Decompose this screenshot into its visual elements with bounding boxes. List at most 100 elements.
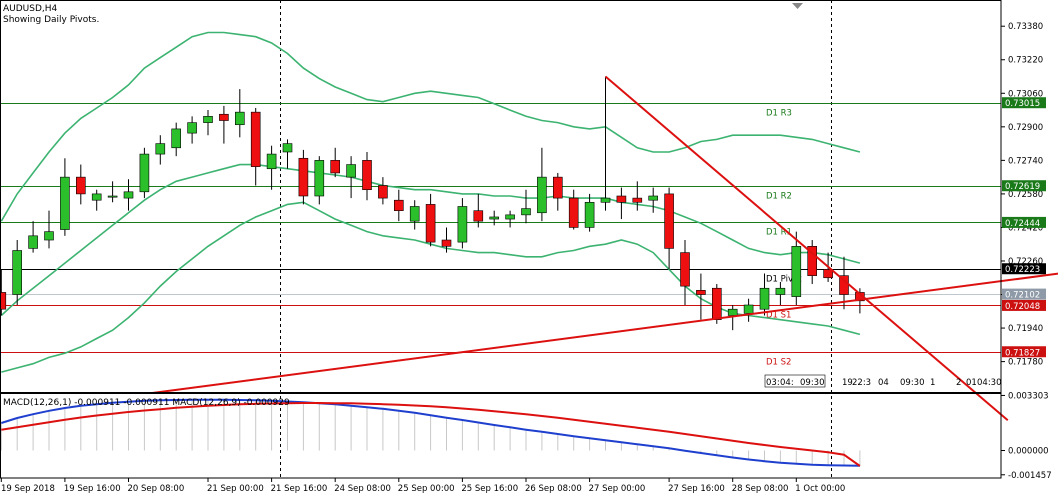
candle	[107, 181, 118, 203]
candle-body	[123, 191, 134, 199]
time-axis-label: 21 Sep 16:00	[271, 484, 328, 494]
candle	[298, 149, 309, 205]
price-tag-d1-r1-box	[1002, 216, 1046, 228]
candle	[521, 189, 531, 224]
candle-body	[298, 157, 309, 197]
time-axis-label: 28 Sep 08:00	[732, 484, 789, 494]
shift-marker-icon[interactable]	[792, 3, 803, 9]
time-axis-label: 20 Sep 08:00	[128, 484, 185, 494]
candle-body	[266, 153, 277, 170]
time-marker-label: 19	[842, 378, 853, 388]
price-tag-d1-r3-box	[1002, 97, 1046, 109]
candle-body	[203, 116, 213, 123]
price-axis-label: 0.72260	[1008, 257, 1043, 267]
macd-panel	[0, 398, 861, 467]
price-axis-label: 0.71780	[1008, 358, 1043, 368]
candle	[314, 156, 325, 205]
candle	[711, 284, 722, 324]
price-tags: 0.73015 0.72619 0.72444 0.72223 0.72048 0.718…	[1002, 97, 1046, 358]
candle	[28, 221, 38, 253]
candle	[346, 156, 356, 199]
candle	[664, 187, 674, 270]
candle	[680, 240, 690, 306]
plot-border	[0, 0, 1002, 479]
candle	[139, 147, 150, 199]
candle-body	[696, 290, 706, 295]
time-marker-label: 1	[930, 378, 935, 388]
price-tag-d1-r1: 0.72444	[1005, 219, 1040, 229]
time-marker-label: 03:	[766, 378, 780, 388]
time-markers: 03: 04: 09:30 19 22:3 04 09:30 1 2 01 04:30	[764, 374, 1002, 388]
candle-body	[584, 201, 595, 228]
candle-body	[139, 153, 150, 193]
candle	[60, 158, 70, 236]
candle	[759, 273, 770, 316]
price-tag-d1-s2: 0.71827	[1005, 348, 1040, 358]
candle	[441, 227, 452, 253]
candle-body	[823, 269, 833, 279]
candle	[76, 164, 86, 205]
candle	[44, 210, 54, 249]
candle-body	[521, 208, 531, 216]
price-tag-current-box	[1002, 288, 1046, 300]
candle-body	[505, 214, 515, 220]
time-axis-label: 21 Sep 00:00	[207, 484, 264, 494]
candle-body	[0, 292, 7, 310]
candle-body	[107, 195, 118, 198]
candle-body	[775, 287, 786, 295]
candle-body	[807, 246, 818, 276]
price-tag-d1-r2: 0.72619	[1005, 182, 1040, 192]
time-axis-label: 27 Sep 00:00	[589, 484, 646, 494]
macd-axis-label: 0.003303	[1008, 391, 1049, 401]
macd-axis-label: -0.001457	[1008, 471, 1052, 481]
candle	[457, 198, 468, 249]
candle	[727, 305, 738, 331]
candle-body	[568, 197, 579, 228]
candle-body	[489, 216, 500, 220]
time-marker-label: 04:	[780, 378, 794, 388]
candle	[807, 240, 818, 285]
price-axis-label: 0.72580	[1008, 190, 1043, 200]
candle	[648, 187, 659, 213]
candle-body	[616, 195, 627, 203]
candle-body	[393, 199, 404, 211]
candle-body	[91, 193, 102, 201]
candle	[489, 210, 500, 226]
pivot-label-d1-r1: D1 R1	[766, 228, 792, 238]
macd-signal-line	[1, 402, 861, 467]
price-tag-d1-r2-box	[1002, 180, 1046, 192]
candle	[187, 116, 197, 144]
candle-body	[171, 128, 181, 149]
candle	[362, 151, 372, 201]
candle-body	[600, 197, 611, 203]
candle-body	[727, 308, 738, 316]
candle	[552, 172, 563, 211]
candle-body	[409, 206, 420, 222]
candlesticks	[0, 76, 865, 331]
candle	[0, 269, 7, 316]
chart-frame	[0, 0, 1002, 479]
candle-body	[155, 143, 166, 155]
candle	[775, 281, 786, 306]
candle	[123, 179, 134, 211]
candle-body	[219, 113, 229, 121]
candle-body	[441, 239, 452, 247]
separator-lines	[280, 0, 832, 478]
candle-body	[346, 164, 356, 178]
time-axis: 19 Sep 2018 19 Sep 16:00 20 Sep 08:00 21 Se…	[0, 478, 845, 494]
candle-body	[250, 111, 261, 167]
pivot-label-d1-s1: D1 S1	[766, 311, 791, 321]
time-axis-label: 26 Sep 08:00	[525, 484, 582, 494]
price-tag-d1-r3: 0.73015	[1005, 99, 1040, 109]
price-tag-d1-s1: 0.72048	[1005, 302, 1040, 312]
candle	[791, 231, 802, 306]
candle	[91, 189, 102, 211]
candle-body	[12, 250, 22, 295]
price-axis-label: 0.73060	[1008, 89, 1043, 99]
price-tag-current: 0.72102	[1005, 291, 1040, 301]
candle-body	[362, 160, 372, 191]
candle	[632, 181, 643, 211]
candle	[266, 145, 277, 190]
candle-body	[60, 176, 70, 230]
